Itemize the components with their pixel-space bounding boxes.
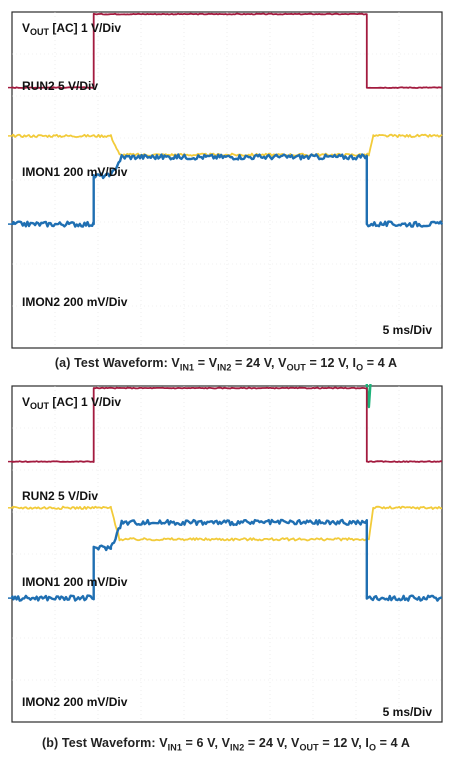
caption-subscript: IN1 [167, 742, 182, 753]
grid-b [11, 385, 443, 723]
caption-subscript: IN2 [217, 362, 232, 373]
caption-text: = 12 V, I [305, 356, 357, 370]
labels-b: VOUT [AC] 1 V/Div RUN2 5 V/Div IMON1 200 m… [22, 395, 432, 719]
caption-text: = 4 A [376, 736, 410, 750]
caption-text: = 24 V, V [231, 356, 287, 370]
caption-subscript: IN1 [179, 362, 195, 373]
caption-text: (a) Test Waveform: V [54, 356, 180, 370]
scope-screen-a: VOUT [AC] 1 V/Div RUN2 5 V/Div IMON1 200 m… [8, 11, 444, 349]
scope-chart-a: VOUT [AC] 1 V/Div RUN2 5 V/Div IMON1 200 m… [0, 10, 452, 350]
channel-label-2: RUN2 5 V/Div [22, 79, 98, 93]
trace-channel-3 [11, 505, 443, 542]
channel-label-subscript: OUT [30, 27, 50, 37]
caption-text: = V [194, 356, 218, 370]
grid-a [11, 11, 443, 349]
labels-a: VOUT [AC] 1 V/Div RUN2 5 V/Div IMON1 200 m… [22, 21, 432, 337]
time-scale-label: 5 ms/Div [383, 705, 433, 719]
scope-chart-b: VOUT [AC] 1 V/Div RUN2 5 V/Div IMON1 200 m… [0, 384, 452, 724]
traces-b [8, 384, 443, 602]
channel-label-subscript: OUT [30, 401, 50, 411]
trace-channel-3 [12, 133, 443, 157]
channel-label-1: VOUT [AC] 1 V/Div [22, 395, 121, 411]
caption-subscript: OUT [299, 742, 319, 753]
channel-label-4: IMON2 200 mV/Div [22, 295, 128, 309]
traces-a [8, 12, 444, 228]
trace-channel-4 [10, 153, 444, 228]
caption-text: = 24 V, V [244, 736, 300, 750]
trace-channel-4 [10, 518, 443, 602]
channel-label-suffix: [AC] 1 V/Div [49, 395, 121, 409]
channel-label-3: IMON1 200 mV/Div [22, 165, 128, 179]
caption-a: (a) Test Waveform: VIN1 = VIN2 = 24 V, V… [0, 356, 452, 373]
caption-subscript: IN2 [230, 742, 245, 753]
caption-subscript: OUT [286, 362, 306, 373]
channel-label-main: V [22, 395, 30, 409]
trace-channel-2 [11, 12, 442, 89]
caption-subscript: O [356, 362, 364, 373]
channel-label-3: IMON1 200 mV/Div [22, 575, 128, 589]
channel-label-4: IMON2 200 mV/Div [22, 695, 128, 709]
channel-label-1: VOUT [AC] 1 V/Div [22, 21, 121, 37]
caption-subscript: O [369, 742, 377, 753]
time-scale-label: 5 ms/Div [383, 323, 433, 337]
caption-text: = 4 A [363, 356, 398, 370]
caption-text: (b) Test Waveform: V [42, 736, 168, 750]
channel-label-suffix: [AC] 1 V/Div [49, 21, 121, 35]
channel-label-main: V [22, 21, 30, 35]
caption-text: = 12 V, I [318, 736, 369, 750]
scope-screen-b: VOUT [AC] 1 V/Div RUN2 5 V/Div IMON1 200 m… [8, 384, 443, 723]
caption-b: (b) Test Waveform: VIN1 = 6 V, VIN2 = 24… [0, 736, 452, 753]
trace-channel-2 [11, 386, 443, 463]
channel-label-2: RUN2 5 V/Div [22, 489, 98, 503]
caption-text: = 6 V, V [181, 736, 231, 750]
